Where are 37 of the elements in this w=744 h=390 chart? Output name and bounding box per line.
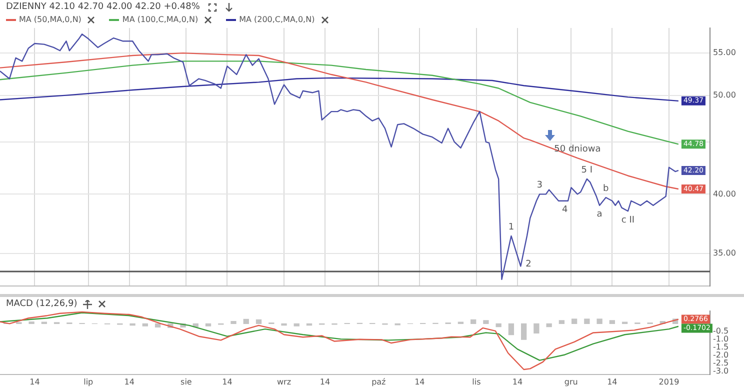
y-tick-label: 55.00 xyxy=(713,48,736,58)
y-tick-label: -2.0 xyxy=(713,350,729,360)
chart-title: DZIENNY 42.10 42.70 42.00 42.20 +0.48% xyxy=(6,2,200,12)
y-tick-label: 40.00 xyxy=(713,189,736,198)
legend-label: MA (50,MA,0,N) xyxy=(19,15,82,24)
x-tick-label: 14 xyxy=(607,377,618,386)
x-tick-label: 14 xyxy=(320,377,330,386)
y-tick-label: 35.00 xyxy=(713,248,736,258)
x-tick-label: 14 xyxy=(124,377,134,386)
y-tick-label: -1.0 xyxy=(713,334,729,344)
x-tick-label: 2019 xyxy=(658,377,680,386)
chart-title: MACD (12,26,9) xyxy=(6,299,78,309)
x-tick-label: gru xyxy=(564,377,578,386)
legend-label: MA (100,C,MA,0,N) xyxy=(122,15,198,24)
x-tick-label: 14 xyxy=(222,377,232,386)
x-tick-label: paź xyxy=(372,377,386,386)
x-tick-label: lis xyxy=(472,377,481,386)
annotation: a xyxy=(596,210,602,220)
legend-label: MA (200,C,MA,0,N) xyxy=(239,15,315,24)
x-tick-label: 14 xyxy=(30,377,40,386)
x-tick-label: lip xyxy=(84,377,94,386)
x-tick-label: 14 xyxy=(512,377,523,386)
y-tick-label: -3.0 xyxy=(713,366,729,376)
y-tick-label: -1.5 xyxy=(713,342,729,352)
annotation: 2 xyxy=(526,260,532,270)
annotation: b xyxy=(603,184,610,194)
annotation: 4 xyxy=(562,205,568,216)
y-tick-label: 50.00 xyxy=(713,90,736,100)
annotation: 3 xyxy=(536,180,542,191)
x-tick-label: wrz xyxy=(276,377,292,386)
x-tick-label: sie xyxy=(180,377,192,386)
x-tick-label: 14 xyxy=(414,377,425,386)
y-tick-label: -0.5 xyxy=(713,326,729,336)
annotation: c II xyxy=(621,215,635,226)
annotation: 1 xyxy=(508,222,514,232)
y-tick-label: -2.5 xyxy=(713,358,729,368)
annotation: 5 I xyxy=(581,165,593,176)
